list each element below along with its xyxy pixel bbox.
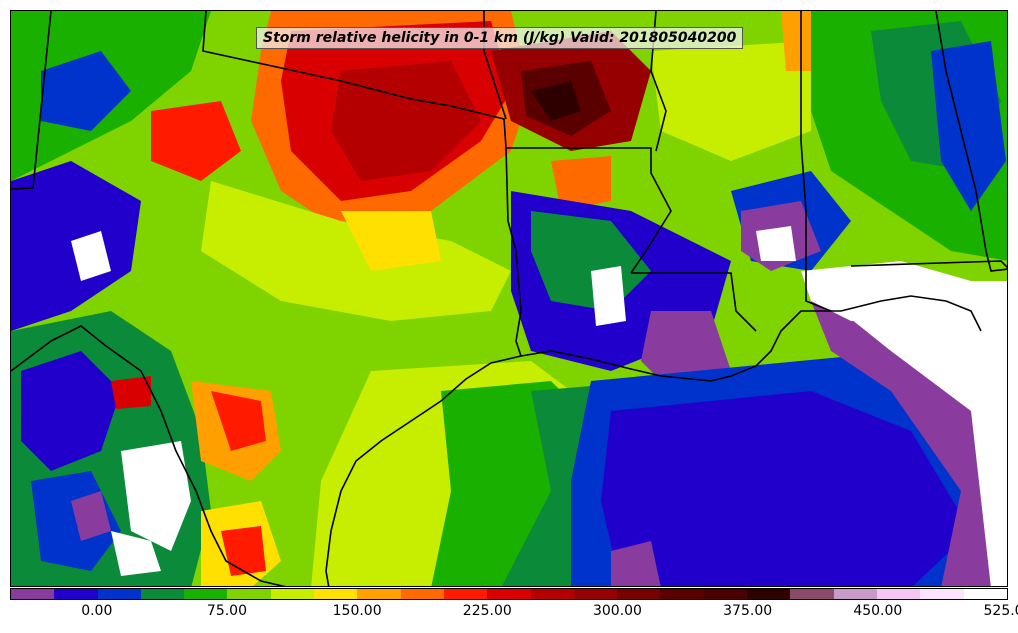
colorbar-segment (747, 589, 791, 599)
colorbar-tick-label: 225.00 (462, 603, 512, 619)
colorbar-segment (876, 589, 921, 599)
coastline (11, 295, 982, 586)
colorbar-tick-labels: 0.00 75.00 150.00 225.00 300.00 375.00 450.00 5… (10, 603, 1018, 625)
colorbar-segment (487, 589, 531, 599)
colorbar-segment (270, 589, 315, 599)
colorbar-tick-label: 375.00 (723, 603, 773, 619)
colorbar-segment (833, 589, 877, 599)
colorbar-tick-label: 450.00 (853, 603, 903, 619)
colorbar-segment (11, 589, 55, 599)
colorbar-segment (140, 589, 185, 599)
state-boundaries (11, 11, 1007, 357)
colorbar-tick-label: 75.00 (206, 603, 247, 619)
colorbar-segment (97, 589, 141, 599)
colorbar-segment (400, 589, 444, 599)
helicity-map[interactable]: Storm relative helicity in 0-1 km (J/kg)… (10, 10, 1008, 587)
colorbar-segment (443, 589, 488, 599)
colorbar-segment (184, 589, 228, 599)
colorbar-segment (703, 589, 748, 599)
colorbar (10, 588, 1008, 600)
colorbar-tick-label: 300.00 (592, 603, 642, 619)
colorbar-segment (790, 589, 834, 599)
colorbar-tick-label: 525.00 (983, 603, 1018, 619)
colorbar-segment (357, 589, 401, 599)
colorbar-segment (920, 589, 964, 599)
colorbar-segment (660, 589, 704, 599)
colorbar-segment (530, 589, 574, 599)
map-title: Storm relative helicity in 0-1 km (J/kg)… (256, 27, 744, 49)
colorbar-segment (617, 589, 661, 599)
colorbar-segment (54, 589, 98, 599)
helicity-fill-layer (11, 11, 1007, 586)
colorbar-segment (963, 589, 1007, 599)
helicity-map-canvas (11, 11, 1007, 586)
colorbar-segment (227, 589, 271, 599)
colorbar-tick-label: 150.00 (332, 603, 382, 619)
colorbar-segment (314, 589, 358, 599)
colorbar-segment (573, 589, 618, 599)
colorbar-tick-label: 0.00 (81, 603, 113, 619)
